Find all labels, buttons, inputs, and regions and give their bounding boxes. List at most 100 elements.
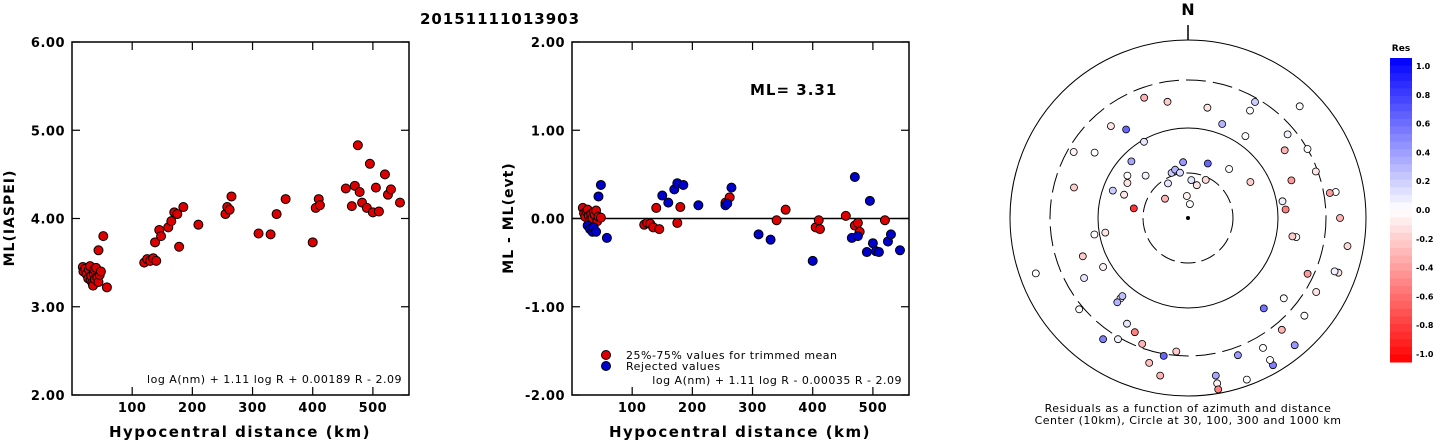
- data-point: [174, 241, 185, 252]
- circle-300km: [1049, 79, 1327, 357]
- data-point: [93, 245, 104, 256]
- colorbar-cell: [1390, 179, 1412, 188]
- station-point: [1099, 263, 1107, 271]
- station-point: [1203, 159, 1212, 168]
- station-point: [1176, 168, 1184, 177]
- data-point: [346, 201, 357, 212]
- data-point: [852, 231, 863, 242]
- station-point: [1279, 294, 1288, 303]
- station-point: [1159, 351, 1168, 360]
- station-point: [1179, 158, 1187, 167]
- data-point: [352, 140, 363, 151]
- colorbar-tick-label: -0.2: [1416, 235, 1434, 244]
- colorbar-cell: [1390, 308, 1412, 317]
- station-point: [1140, 93, 1149, 102]
- station-point: [1090, 148, 1099, 157]
- colorbar-tick-label: 0.6: [1416, 120, 1431, 129]
- station-point: [1303, 269, 1312, 278]
- colorbar-cell: [1390, 293, 1412, 302]
- data-point: [385, 184, 396, 195]
- station-point: [1288, 232, 1297, 241]
- x-tick-label: 300: [738, 401, 767, 416]
- colorbar-ticks: 1.0 0.8 0.6 0.4 0.2 0.0 -0.2 -0.4 -0.6 -0.8 -1.0: [1416, 62, 1434, 359]
- x-axis-label: Hypocentral distance (km): [109, 423, 371, 441]
- station-point: [1234, 351, 1242, 360]
- station-point: [1031, 269, 1040, 278]
- colorbar-cell: [1390, 240, 1412, 249]
- station-point: [1138, 339, 1147, 348]
- colorbar-cell: [1390, 149, 1412, 158]
- data-point: [253, 228, 264, 239]
- station-point: [1123, 319, 1131, 328]
- residual-vs-distance-panel: 100 200 300 400 500 -2.00 -1.00 0.00 1.00 2.00 ML…: [501, 36, 910, 441]
- data-point: [753, 229, 764, 240]
- data-point: [373, 206, 384, 217]
- data-point: [601, 232, 612, 243]
- colorbar-cell: [1390, 331, 1412, 340]
- data-point: [394, 197, 405, 208]
- data-point: [675, 202, 686, 213]
- data-point: [172, 209, 183, 220]
- colorbar-cell: [1390, 96, 1412, 105]
- x-tick-label: 500: [359, 401, 388, 416]
- colorbar-cell: [1390, 194, 1412, 203]
- circle-100km: [1097, 127, 1279, 309]
- data-point: [864, 195, 875, 206]
- data-point: [693, 200, 704, 211]
- station-point: [1182, 192, 1191, 200]
- colorbar-cell: [1390, 270, 1412, 279]
- data-point: [95, 266, 106, 277]
- station-point: [1187, 176, 1196, 185]
- plot-frame: [71, 41, 410, 396]
- station-point: [1214, 385, 1223, 394]
- station-point: [1330, 267, 1339, 276]
- formula-text: log A(nm) + 1.11 log R - 0.00035 R - 2.0…: [652, 374, 902, 387]
- station-point: [1343, 242, 1352, 251]
- station-point: [1325, 189, 1334, 197]
- data-point: [813, 215, 824, 226]
- station-point: [1163, 97, 1172, 106]
- colorbar-tick-label: 0.0: [1416, 206, 1431, 215]
- station-point: [1120, 190, 1128, 199]
- legend-marker-trimmed: [601, 350, 611, 360]
- y-axis-label: ML(IASPEI): [2, 170, 18, 267]
- data-point: [307, 237, 318, 248]
- colorbar-cell: [1390, 65, 1412, 74]
- data-point: [156, 231, 167, 242]
- legend-label-rejected: Rejected values: [626, 360, 721, 373]
- data-point: [151, 255, 162, 266]
- colorbar-cell: [1390, 255, 1412, 264]
- data-point: [595, 179, 606, 190]
- data-point: [591, 226, 602, 237]
- station-point: [1281, 205, 1290, 214]
- station-point: [1251, 98, 1259, 106]
- ml-vs-distance-panel: 100 200 300 400 500 2.00 3.00 4.00 5.00 6.00 ML(I…: [2, 36, 410, 441]
- data-point: [873, 247, 884, 258]
- x-tick-label: 200: [178, 401, 207, 416]
- station-point: [1259, 343, 1267, 352]
- data-point: [379, 169, 390, 180]
- station-point: [1201, 175, 1210, 184]
- station-point: [1156, 371, 1165, 380]
- station-point: [1145, 358, 1154, 367]
- data-point: [150, 237, 161, 248]
- colorbar-cell: [1390, 88, 1412, 97]
- data-point: [840, 210, 851, 221]
- y-tick-label: -1.00: [525, 301, 565, 316]
- data-point: [654, 224, 665, 235]
- station-point: [1241, 132, 1250, 141]
- data-point: [722, 198, 733, 209]
- station-point: [1075, 305, 1084, 314]
- station-point: [1108, 186, 1117, 195]
- station-point: [1242, 375, 1251, 384]
- data-point: [271, 209, 282, 220]
- colorbar-cell: [1390, 225, 1412, 234]
- residual-colorbar: Res 1.0 0.8 0.6 0.4 0.2 0.0 -0.2 -0.4 -0.6 -0.8 -1…: [1390, 44, 1434, 363]
- colorbar-tick-label: -0.8: [1416, 321, 1434, 330]
- colorbar-cell: [1390, 354, 1412, 363]
- data-point: [861, 247, 872, 258]
- station-point: [1218, 120, 1227, 128]
- data-point: [340, 183, 351, 194]
- colorbar-cell: [1390, 217, 1412, 226]
- y-tick-label: 5.00: [31, 124, 65, 139]
